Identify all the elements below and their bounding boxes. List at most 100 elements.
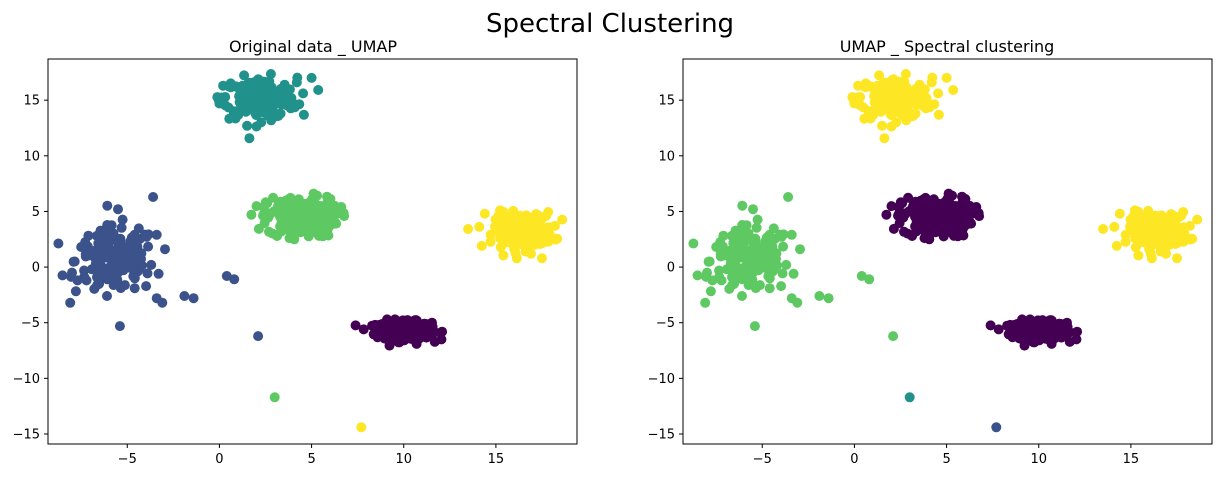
data-point [116, 222, 127, 233]
data-point [749, 321, 760, 332]
data-point [917, 85, 928, 96]
x-tick-label: 15 [488, 452, 505, 467]
data-point [919, 233, 930, 244]
data-point [113, 204, 123, 215]
data-point [549, 220, 560, 231]
data-point [294, 99, 305, 110]
data-point [770, 252, 780, 263]
data-point [786, 293, 797, 304]
data-point [57, 270, 68, 281]
data-point [1192, 214, 1203, 225]
data-point [523, 243, 534, 254]
data-point [877, 120, 888, 131]
plot-title-right: UMAP _ Spectral clustering [840, 37, 1055, 57]
data-point [84, 250, 95, 261]
data-point [388, 323, 399, 334]
data-point [65, 297, 76, 308]
data-point [886, 121, 897, 132]
data-point [70, 286, 81, 297]
data-point [76, 242, 87, 252]
data-point [269, 392, 280, 403]
data-point [1160, 214, 1171, 225]
data-point [225, 82, 236, 93]
data-point [67, 267, 77, 278]
data-point [146, 259, 157, 270]
data-point [476, 240, 487, 251]
y-tick-label: 15 [23, 94, 40, 109]
data-point [926, 77, 937, 88]
data-point [926, 212, 937, 223]
data-point [941, 72, 952, 83]
data-point [245, 101, 256, 111]
data-point [126, 255, 137, 266]
data-point [305, 201, 316, 212]
data-point [102, 220, 113, 230]
data-point [236, 96, 247, 107]
data-point [1111, 240, 1122, 251]
data-point [855, 92, 866, 102]
x-tick-label: 0 [850, 452, 858, 467]
data-point [114, 321, 125, 332]
y-tick-label: −15 [13, 427, 40, 442]
data-point [305, 209, 316, 220]
data-point [733, 234, 744, 245]
data-point [284, 96, 295, 107]
data-point [903, 111, 914, 122]
data-point [130, 243, 141, 253]
data-point [356, 422, 367, 433]
data-point [1145, 248, 1156, 259]
data-point [748, 238, 759, 249]
data-point [495, 242, 506, 253]
data-point [522, 229, 533, 240]
data-point [382, 314, 393, 325]
data-point [711, 242, 722, 252]
data-point [700, 297, 711, 308]
data-point [153, 268, 164, 279]
data-point [1120, 229, 1131, 240]
data-point [411, 328, 422, 338]
data-point [218, 80, 229, 91]
data-point [253, 331, 264, 342]
data-point [118, 265, 129, 276]
data-point [291, 77, 302, 88]
data-point [864, 274, 875, 285]
data-point [498, 250, 509, 261]
data-point [188, 293, 199, 304]
data-point [1046, 328, 1057, 338]
data-point [307, 219, 318, 230]
data-point [328, 212, 339, 222]
data-point [881, 209, 892, 220]
y-tick-label: −15 [648, 427, 675, 442]
data-point [765, 243, 776, 253]
data-point [795, 244, 805, 255]
data-point [286, 201, 297, 212]
data-point [291, 212, 302, 223]
data-point [535, 212, 546, 223]
data-point [298, 109, 309, 120]
data-point [737, 220, 748, 230]
data-point [358, 324, 369, 335]
x-tick-label: 5 [942, 452, 950, 467]
data-point [1120, 236, 1131, 247]
data-point [317, 223, 328, 234]
data-point [429, 336, 440, 347]
data-point [294, 201, 305, 211]
y-tick-label: 0 [667, 261, 675, 276]
data-point [246, 209, 257, 220]
data-point [936, 227, 947, 238]
data-point [1098, 224, 1109, 234]
y-tick-label: −5 [656, 316, 675, 331]
y-tick-label: −5 [21, 316, 40, 331]
data-point [1042, 316, 1053, 327]
x-tick-label: 15 [1123, 452, 1140, 467]
data-point [268, 111, 279, 122]
data-point [53, 238, 64, 249]
data-point [258, 94, 269, 104]
data-point [1035, 325, 1046, 336]
data-point [525, 214, 536, 225]
data-point [688, 238, 699, 249]
data-point [1146, 215, 1157, 226]
data-point [251, 121, 262, 132]
data-point [91, 264, 102, 275]
x-tick-label: −5 [753, 452, 772, 467]
